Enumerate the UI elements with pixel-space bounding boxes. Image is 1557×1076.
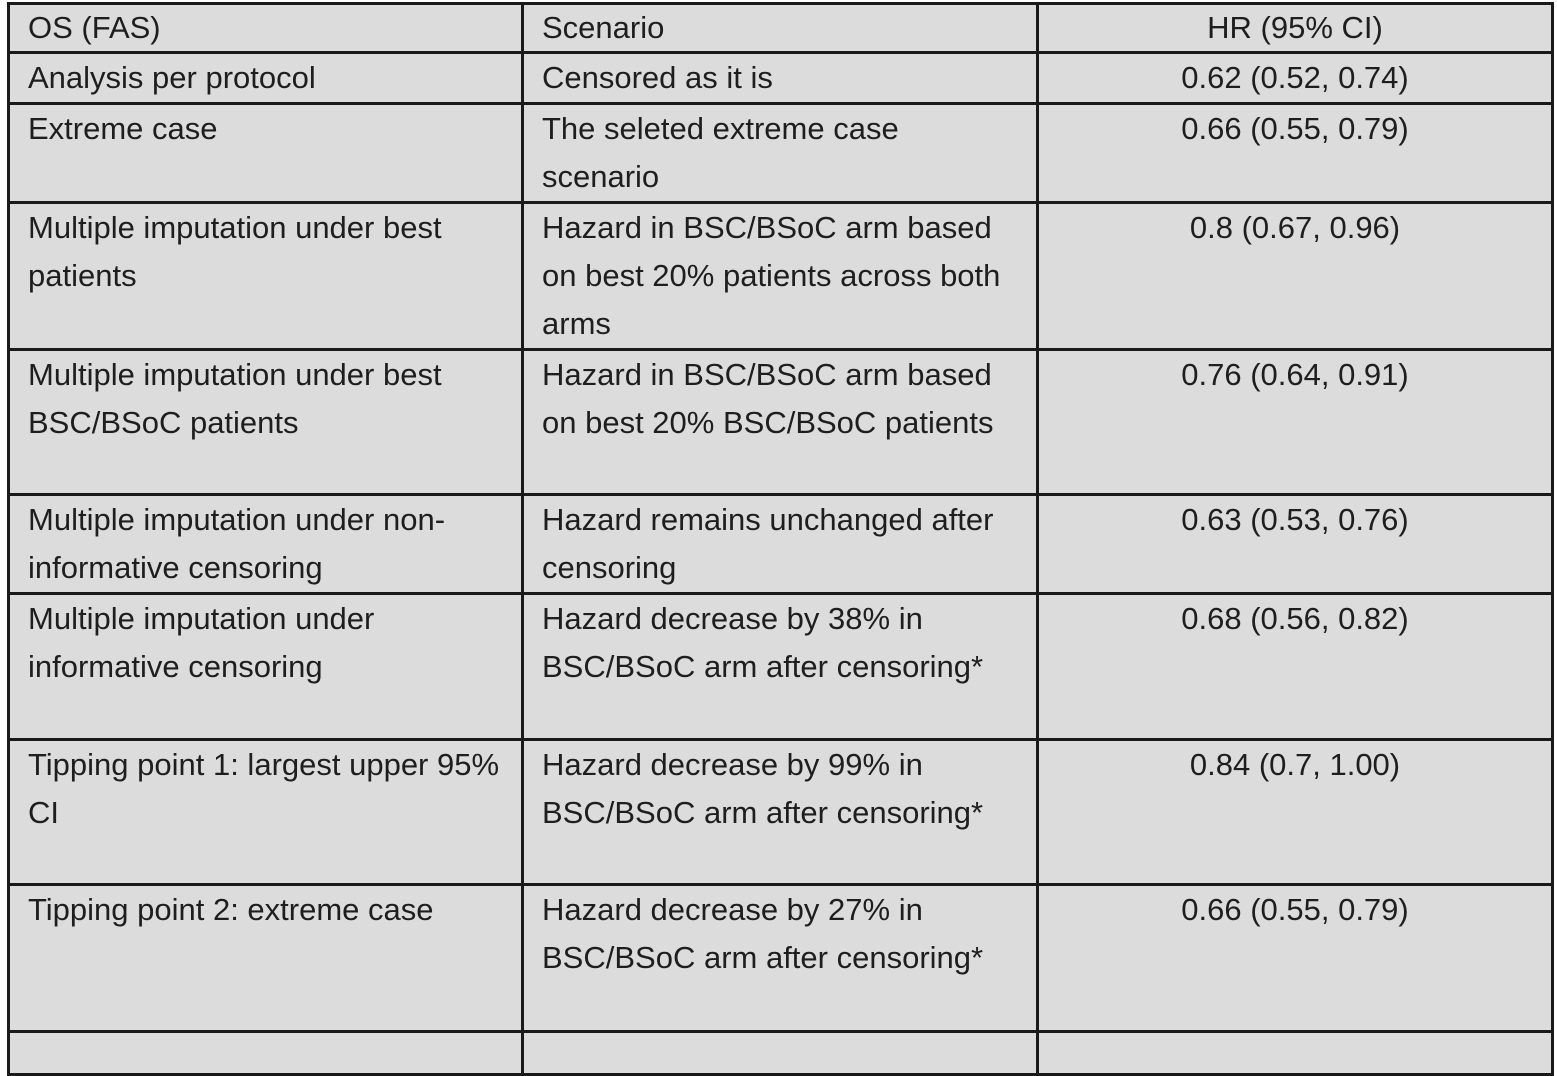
- table-row: Multiple imputation under best BSC/BSoC …: [7, 348, 1554, 496]
- cell-hr: 0.66 (0.55, 0.79): [1036, 883, 1554, 1033]
- cell-analysis: Tipping point 1: largest upper 95% CI: [7, 738, 524, 886]
- cell-hr: 0.84 (0.7, 1.00): [1036, 738, 1554, 886]
- cell-scenario: Hazard decrease by 99% in BSC/BSoC arm a…: [521, 738, 1039, 886]
- cell-hr: 0.63 (0.53, 0.76): [1036, 493, 1554, 595]
- cell-hr: 0.62 (0.52, 0.74): [1036, 51, 1554, 105]
- cell-analysis: Multiple imputation under best patients: [7, 201, 524, 351]
- cell-analysis: Multiple imputation under non-informativ…: [7, 493, 524, 595]
- cell-hr: 0.68 (0.56, 0.82): [1036, 592, 1554, 741]
- cell-analysis: Tipping point 2: extreme case: [7, 883, 524, 1033]
- cell-scenario: Hazard remains unchanged after censoring: [521, 493, 1039, 595]
- cell-analysis: Multiple imputation under informative ce…: [7, 592, 524, 741]
- table-row: Multiple imputation under non-informativ…: [7, 493, 1554, 595]
- table-row-partial: [7, 1030, 1554, 1076]
- cell-empty: [521, 1030, 1039, 1076]
- sensitivity-analysis-table: OS (FAS) Scenario HR (95% CI) Analysis p…: [7, 2, 1554, 1076]
- cell-analysis: Analysis per protocol: [7, 51, 524, 105]
- table-row: Analysis per protocol Censored as it is 0.…: [7, 51, 1554, 105]
- header-cell-hr: HR (95% CI): [1036, 2, 1554, 54]
- table-row: Tipping point 2: extreme case Hazard decr…: [7, 883, 1554, 1033]
- cell-empty: [1036, 1030, 1554, 1076]
- table-row: Multiple imputation under informative ce…: [7, 592, 1554, 741]
- cell-hr: 0.76 (0.64, 0.91): [1036, 348, 1554, 496]
- header-row: OS (FAS) Scenario HR (95% CI): [7, 2, 1554, 54]
- cell-scenario: Hazard decrease by 27% in BSC/BSoC arm a…: [521, 883, 1039, 1033]
- header-cell-analysis: OS (FAS): [7, 2, 524, 54]
- cell-empty: [7, 1030, 524, 1076]
- cell-analysis: Multiple imputation under best BSC/BSoC …: [7, 348, 524, 496]
- cell-hr: 0.8 (0.67, 0.96): [1036, 201, 1554, 351]
- cell-scenario: Hazard in BSC/BSoC arm based on best 20%…: [521, 348, 1039, 496]
- cell-analysis: Extreme case: [7, 102, 524, 204]
- cell-scenario: The seleted extreme case scenario: [521, 102, 1039, 204]
- cell-scenario: Hazard decrease by 38% in BSC/BSoC arm a…: [521, 592, 1039, 741]
- cell-hr: 0.66 (0.55, 0.79): [1036, 102, 1554, 204]
- table-row: Multiple imputation under best patients H…: [7, 201, 1554, 351]
- table-row: Extreme case The seleted extreme case sce…: [7, 102, 1554, 204]
- header-cell-scenario: Scenario: [521, 2, 1039, 54]
- cell-scenario: Censored as it is: [521, 51, 1039, 105]
- cell-scenario: Hazard in BSC/BSoC arm based on best 20%…: [521, 201, 1039, 351]
- table-row: Tipping point 1: largest upper 95% CI Haz…: [7, 738, 1554, 886]
